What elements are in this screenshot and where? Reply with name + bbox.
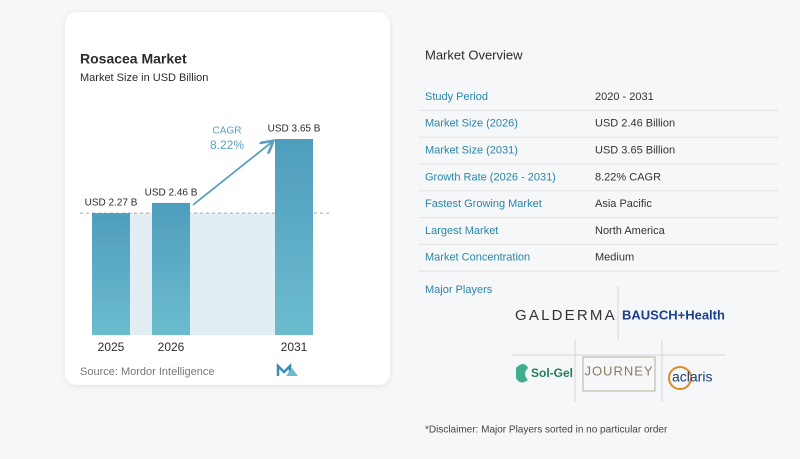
- row-label: Study Period: [425, 91, 488, 103]
- row-value: USD 3.65 Billion: [595, 145, 675, 157]
- row-value: 2020 - 2031: [595, 91, 654, 103]
- x-tick-label: 2025: [98, 340, 125, 354]
- row-label: Market Size (2026): [425, 118, 518, 130]
- row-label: Fastest Growing Market: [425, 198, 542, 210]
- player-logo: GALDERMA: [515, 307, 617, 324]
- row-label: Largest Market: [425, 225, 498, 237]
- bar: [152, 202, 190, 335]
- overview-title: Market Overview: [425, 47, 523, 62]
- players-title: Major Players: [425, 284, 493, 296]
- value-label: USD 2.46 B: [145, 188, 198, 199]
- player-logo: aclaris: [672, 369, 712, 385]
- x-tick-label: 2026: [158, 340, 185, 354]
- value-label: USD 2.27 B: [85, 198, 138, 209]
- source-logo: [276, 362, 298, 376]
- disclaimer: *Disclaimer: Major Players sorted in no …: [425, 425, 668, 436]
- row-value: 8.22% CAGR: [595, 171, 661, 183]
- bar: [92, 213, 130, 335]
- source: Source: Mordor Intelligence: [80, 366, 215, 378]
- row-value: USD 2.46 Billion: [595, 118, 675, 130]
- row-value: Medium: [595, 252, 634, 264]
- sol-gel-icon: [516, 364, 528, 383]
- cagr-value: 8.22%: [210, 138, 244, 152]
- player-logo: BAUSCH+Health: [622, 307, 725, 322]
- cagr-arrow: [192, 142, 272, 206]
- bar: [275, 139, 313, 335]
- cagr-label: CAGR: [213, 126, 242, 137]
- row-label: Market Size (2031): [425, 145, 518, 157]
- x-tick-label: 2031: [281, 340, 308, 354]
- row-value: Asia Pacific: [595, 198, 652, 210]
- row-value: North America: [595, 225, 666, 237]
- chart: USD 2.27 B 2025 USD 2.46 B 2026 USD 3.65 B 20…: [80, 124, 330, 354]
- overview-table: Study Period 2020 - 2031 Market Size (2026…: [418, 91, 778, 272]
- player-logo: Sol-Gel: [531, 366, 573, 380]
- aclaris-icon: [668, 366, 692, 390]
- player-logo: JOURNEY: [584, 363, 653, 378]
- players-grid: [512, 286, 725, 402]
- chart-subtitle: Market Size in USD Billion: [80, 72, 208, 84]
- row-label: Market Concentration: [425, 252, 530, 264]
- value-label: USD 3.65 B: [268, 124, 321, 135]
- row-label: Growth Rate (2026 - 2031): [425, 171, 556, 183]
- chart-title: Rosacea Market: [80, 51, 187, 67]
